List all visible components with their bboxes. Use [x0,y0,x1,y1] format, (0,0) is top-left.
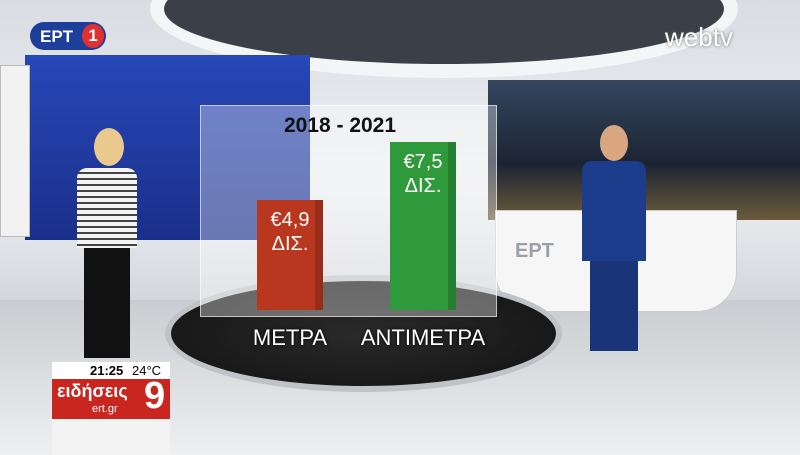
clock-box: 21:25 24°C [52,362,170,379]
stage-disc [165,275,562,392]
temperature: 24°C [132,363,162,378]
bar: €7,5 ΔΙΣ. [390,142,456,310]
hour-text: 9 [144,375,166,417]
category-label: ΑΝΤΙΜΕΤΡΑ [360,325,486,350]
value-label: €4,9 ΔΙΣ. [270,209,310,256]
site-text: ert.gr [92,403,118,415]
channel-logo: ΕΡΤ 1 [30,22,106,50]
desk-logo: ΕΡΤ [515,240,554,262]
time: 21:25 [90,363,124,378]
news-logo: ειδήσεις ert.gr 9 [52,375,170,419]
left-panel [0,65,30,237]
web-logo: webtv [665,22,733,52]
logo-text: ΕΡΤ [40,27,74,46]
category-label: ΜΕΤΡΑ [252,325,328,350]
presenter-right [580,125,650,355]
news-text: ειδήσεις [57,381,128,401]
news-strip [52,419,170,455]
value-label: €7,5 ΔΙΣ. [403,151,443,198]
bar: €4,9 ΔΙΣ. [257,200,323,310]
presenter-left [72,128,142,358]
chart-title: 2018 - 2021 [283,114,397,137]
logo-number: 1 [82,24,104,48]
